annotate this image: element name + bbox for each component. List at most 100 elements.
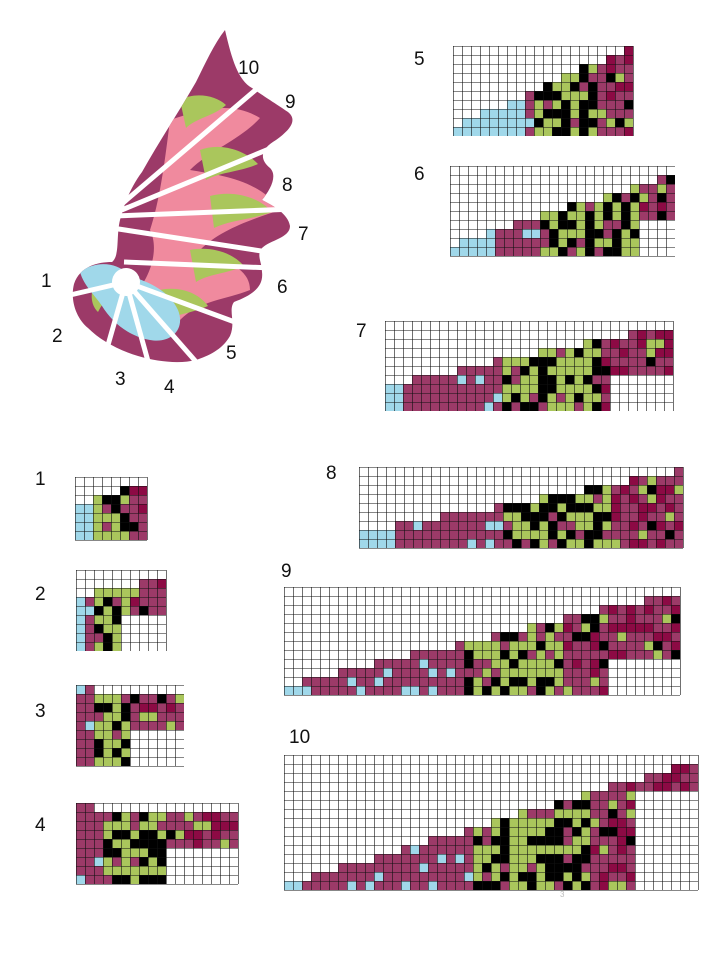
grid-cell [545, 632, 554, 641]
grid-cell [211, 839, 220, 848]
grid-cell [500, 659, 509, 668]
grid-cell [608, 614, 617, 623]
grid-cell [392, 677, 401, 686]
grid-cell [584, 494, 593, 503]
grid-cell [320, 686, 329, 695]
grid-cell [594, 211, 603, 220]
grid-cell [412, 402, 421, 411]
grid-cell [518, 845, 527, 854]
grid-cell [419, 686, 428, 695]
grid-cell [85, 748, 94, 757]
grid-cell [520, 357, 529, 366]
grid-cell [493, 375, 502, 384]
grid-cell [103, 606, 112, 615]
grid-cell [320, 872, 329, 881]
grid-cell [647, 530, 656, 539]
grid-cell [138, 486, 147, 495]
grid-cell [521, 512, 530, 521]
grid-cell [556, 384, 565, 393]
grid-cell [103, 748, 112, 757]
grid-cell [111, 522, 120, 531]
slice-gaps [39, 50, 321, 391]
grid-cell [601, 375, 610, 384]
grid-cell [624, 91, 633, 100]
grid-cell [671, 605, 680, 614]
grid-cell [548, 539, 557, 548]
grid-cell [85, 857, 94, 866]
grid-cell [602, 503, 611, 512]
grid-cell [579, 91, 588, 100]
grid-cell [581, 854, 590, 863]
grid-cell [428, 863, 437, 872]
grid-cell [603, 238, 612, 247]
grid-cell [624, 73, 633, 82]
grid-cell [583, 348, 592, 357]
grid-cell [491, 818, 500, 827]
grid-cell [592, 366, 601, 375]
panel-label-2: 2 [35, 584, 46, 605]
grid-cell [148, 606, 157, 615]
grid-cell [193, 839, 202, 848]
grid-cell [428, 668, 437, 677]
grid-cell [617, 623, 626, 632]
grid-cell [76, 624, 85, 633]
grid-cell [112, 875, 121, 884]
grid-cell [439, 402, 448, 411]
grid-cell [554, 809, 563, 818]
grid-cell [630, 193, 639, 202]
grid-cell [653, 782, 662, 791]
grid-cell [121, 757, 130, 766]
grid-cell [458, 521, 467, 530]
grid-cell [121, 748, 130, 757]
grid-cell [374, 668, 383, 677]
grid-cell [94, 857, 103, 866]
grid-cell [338, 881, 347, 890]
grid-cell [112, 730, 121, 739]
grid-cell [455, 668, 464, 677]
grid-cell [608, 632, 617, 641]
grid-cell [666, 175, 675, 184]
grid-cell [138, 531, 147, 540]
grid-cell [94, 597, 103, 606]
panel-label-4: 4 [35, 815, 46, 836]
grid-cell [624, 109, 633, 118]
grid-cell [482, 641, 491, 650]
grid-cell [536, 863, 545, 872]
grid-cell [93, 504, 102, 513]
grid-cell [608, 641, 617, 650]
grid-cell [473, 872, 482, 881]
grid-cell [94, 588, 103, 597]
grid-cell [102, 513, 111, 522]
grid-cell [599, 818, 608, 827]
grid-cell [121, 588, 130, 597]
grid-cell [547, 402, 556, 411]
grid-cell [671, 623, 680, 632]
grid-cell [111, 504, 120, 513]
grid-cell [468, 238, 477, 247]
grid-cell [412, 393, 421, 402]
grid-cell [665, 503, 674, 512]
grid-cell [662, 605, 671, 614]
grid-cell [401, 881, 410, 890]
grid-cell [545, 836, 554, 845]
grid-cell [502, 393, 511, 402]
grid-cell [556, 348, 565, 357]
grid-cell [529, 393, 538, 402]
grid-cell [112, 821, 121, 830]
grid-cell [620, 494, 629, 503]
grid-cell [500, 881, 509, 890]
grid-cell [599, 668, 608, 677]
grid-cell [593, 494, 602, 503]
grid-cell [539, 539, 548, 548]
grid-cell [491, 668, 500, 677]
pixel-grid-4 [76, 803, 239, 885]
grid-cell [84, 504, 93, 513]
panel-label-5: 5 [414, 49, 425, 70]
grid-cell [655, 330, 664, 339]
grid-cell [590, 863, 599, 872]
grid-cell [320, 677, 329, 686]
grid-cell [85, 703, 94, 712]
grid-cell [527, 641, 536, 650]
grid-cell [471, 118, 480, 127]
grid-cell [540, 220, 549, 229]
